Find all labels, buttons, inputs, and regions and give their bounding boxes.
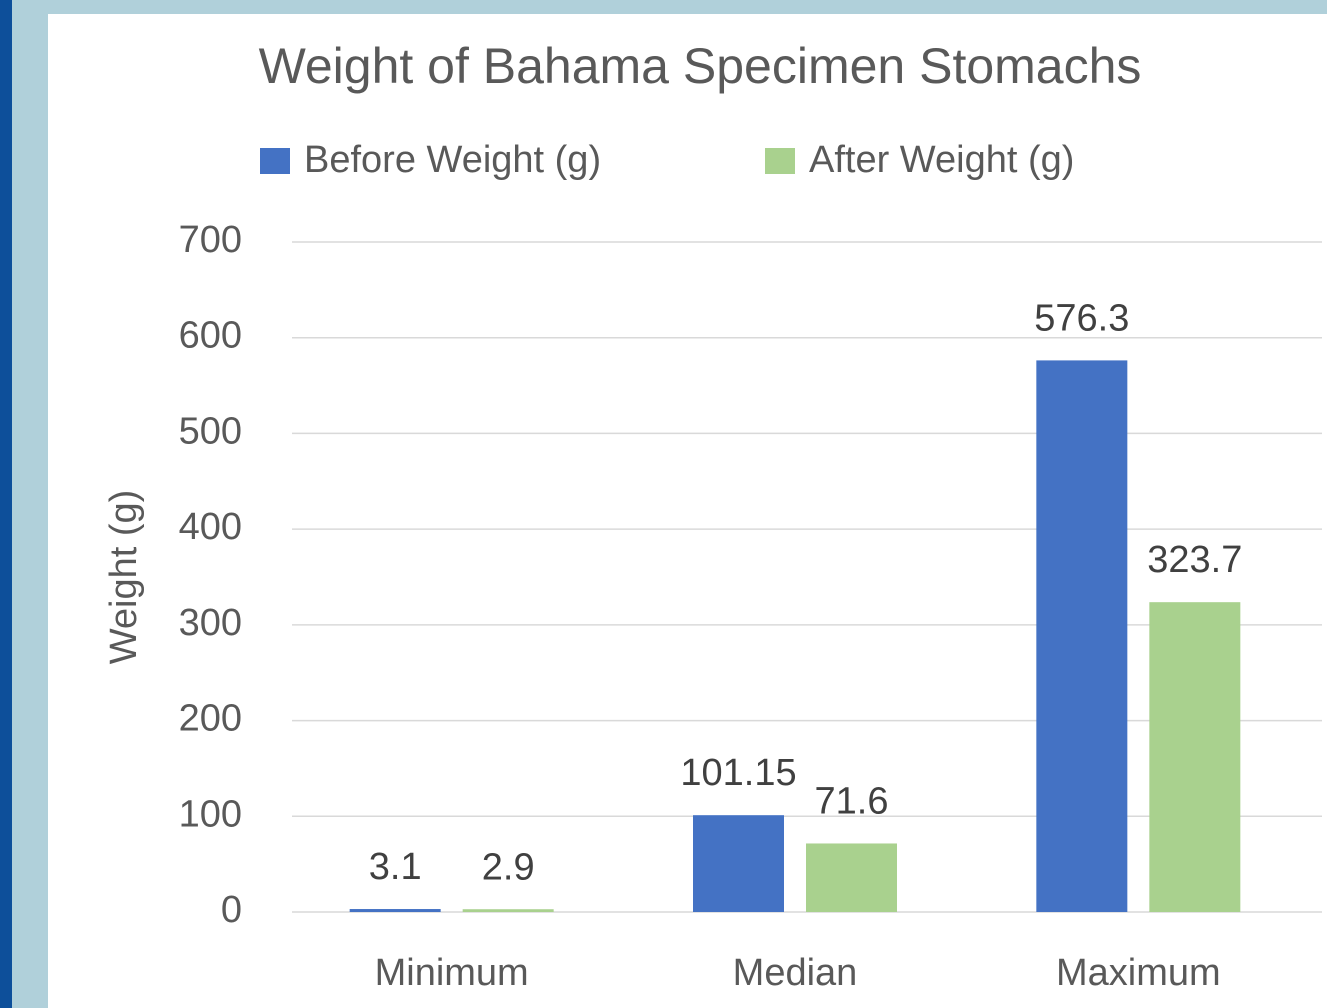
bar	[806, 843, 897, 912]
y-tick-label: 600	[179, 315, 242, 357]
data-label: 323.7	[1147, 539, 1242, 581]
y-tick-label: 500	[179, 410, 242, 452]
bar	[462, 909, 554, 912]
y-tick-label: 400	[179, 506, 242, 548]
data-label: 576.3	[1034, 297, 1129, 339]
data-label: 3.1	[369, 846, 422, 888]
bar	[693, 815, 784, 912]
y-tick-label: 300	[179, 602, 242, 644]
y-tick-label: 0	[221, 889, 242, 931]
y-tick-label: 700	[179, 219, 242, 261]
legend-label: Before Weight (g)	[304, 139, 601, 181]
data-label: 71.6	[815, 780, 889, 822]
x-tick-label: Median	[733, 952, 858, 994]
bar	[1036, 360, 1128, 912]
x-tick-label: Minimum	[375, 952, 529, 994]
x-tick-label: Maximum	[1056, 952, 1221, 994]
data-label: 101.15	[680, 752, 796, 794]
y-tick-label: 200	[179, 698, 242, 740]
y-axis-label: Weight (g)	[103, 490, 145, 665]
bar	[1149, 602, 1241, 912]
chart-title: Weight of Bahama Specimen Stomachs	[259, 38, 1142, 94]
legend-swatch	[765, 148, 795, 174]
side-strip	[0, 0, 12, 1008]
legend-label: After Weight (g)	[809, 139, 1074, 181]
legend-swatch	[260, 148, 290, 174]
bar	[349, 909, 441, 912]
y-tick-label: 100	[179, 793, 242, 835]
data-label: 2.9	[482, 846, 535, 888]
